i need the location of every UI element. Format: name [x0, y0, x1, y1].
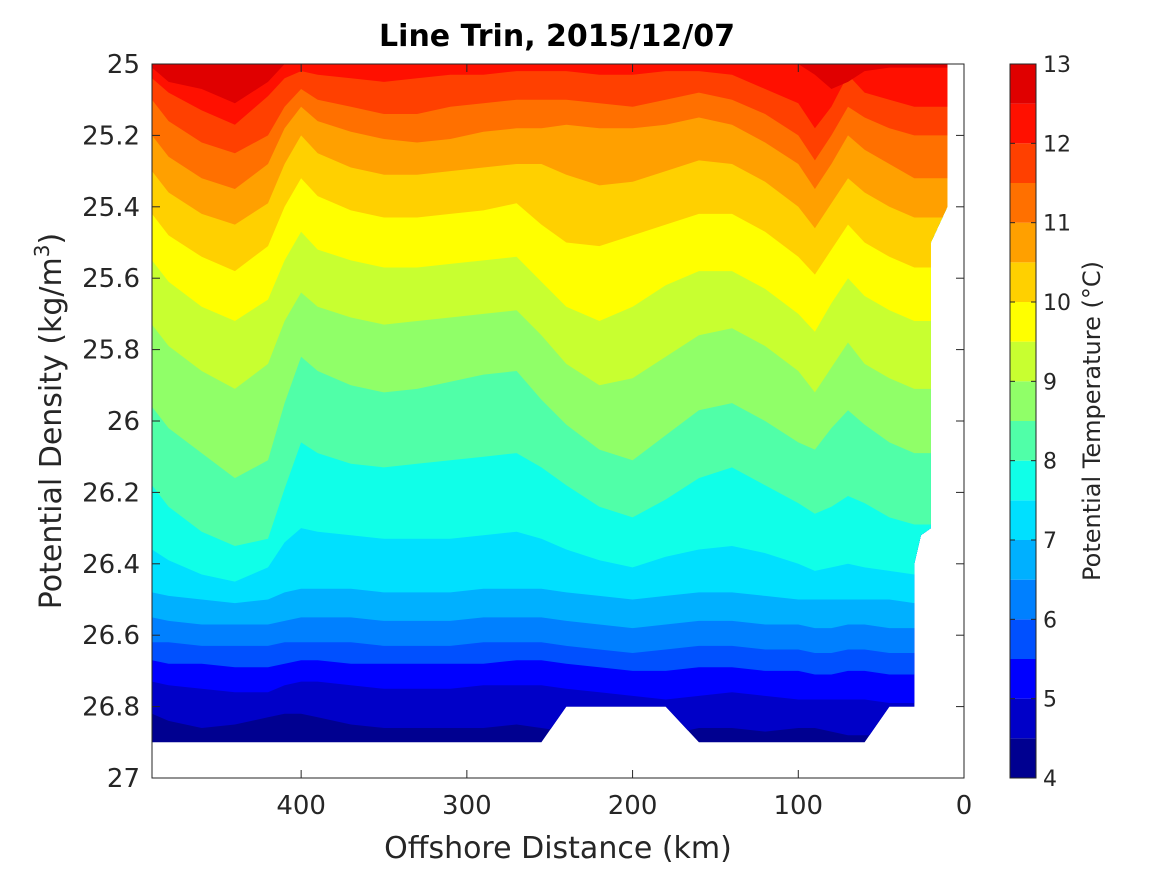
x-axis: 400 300 200 100 0 — [276, 64, 972, 821]
y-tick-label: 26 — [107, 407, 140, 437]
colorbar-segment — [1010, 659, 1036, 699]
x-tick-label: 300 — [442, 791, 492, 821]
y-tick-label: 25.2 — [82, 121, 140, 151]
colorbar-segment — [1010, 183, 1036, 223]
colorbar-segment — [1010, 341, 1036, 382]
colorbar-segment — [1010, 738, 1036, 778]
contour-fills — [152, 64, 964, 743]
y-tick-label: 26.6 — [82, 621, 140, 651]
x-tick-label: 0 — [956, 791, 973, 821]
contour-band-12.5 — [152, 64, 964, 104]
colorbar-segment — [1010, 460, 1036, 501]
y-tick-label: 25.4 — [82, 193, 140, 223]
colorbar-tick-label: 7 — [1043, 529, 1057, 554]
colorbar-segment — [1010, 222, 1036, 263]
colorbar-segment — [1010, 579, 1036, 620]
y-axis: 25 25.2 25.4 25.6 25.8 26 26.2 26.4 26.6 26.8 27 — [82, 50, 964, 794]
colorbar-segment — [1010, 103, 1036, 144]
colorbar-tick-label: 11 — [1043, 212, 1071, 237]
contour-band-11.5 — [152, 64, 964, 161]
colorbar-tick-label: 12 — [1043, 132, 1071, 157]
colorbar-segment — [1010, 500, 1036, 540]
x-tick-label: 400 — [276, 791, 326, 821]
colorbar-tick-label: 10 — [1043, 291, 1071, 316]
colorbar-segment — [1010, 262, 1036, 302]
x-axis-title: Offshore Distance (km) — [384, 831, 732, 866]
colorbar-segment — [1010, 619, 1036, 659]
contour-band-12.0 — [152, 64, 964, 129]
colorbar-tick-label: 13 — [1043, 53, 1071, 78]
y-tick-label: 26.4 — [82, 550, 140, 580]
colorbar-frame — [1009, 63, 1037, 779]
colorbar-segment — [1010, 64, 1036, 104]
y-tick-label: 25 — [107, 50, 140, 80]
y-axis-title-main: Potential Density (kg/m — [34, 257, 69, 609]
colorbar-segment — [1010, 698, 1036, 739]
colorbar-segment — [1010, 381, 1036, 421]
colorbar-segment — [1010, 302, 1036, 342]
colorbar-tick-label: 4 — [1043, 767, 1057, 792]
y-tick-label: 26.2 — [82, 478, 140, 508]
y-axis-title-suffix: ) — [34, 233, 69, 245]
colorbar-tick-label: 9 — [1043, 370, 1057, 395]
y-axis-title: Potential Density (kg/m3) — [30, 233, 69, 609]
y-tick-label: 25.8 — [82, 336, 140, 366]
colorbar-segment — [1010, 540, 1036, 580]
x-tick-label: 100 — [773, 791, 823, 821]
y-tick-label: 26.8 — [82, 693, 140, 723]
colorbar-title: Potential Temperature (°C) — [1078, 261, 1106, 581]
chart-title: Line Trin, 2015/12/07 — [379, 19, 735, 54]
colorbar-tick-label: 6 — [1043, 608, 1057, 633]
colorbar-tick-label: 8 — [1043, 450, 1057, 475]
colorbar-segment — [1010, 143, 1036, 183]
y-tick-label: 27 — [107, 764, 140, 794]
colorbar-segment — [1010, 421, 1036, 461]
x-tick-label: 200 — [608, 791, 658, 821]
colorbar: 4 5 6 7 8 9 10 11 12 13 — [1009, 53, 1071, 792]
y-axis-title-superscript: 3 — [30, 244, 54, 257]
y-tick-label: 25.6 — [82, 264, 140, 294]
colorbar-tick-label: 5 — [1043, 688, 1057, 713]
